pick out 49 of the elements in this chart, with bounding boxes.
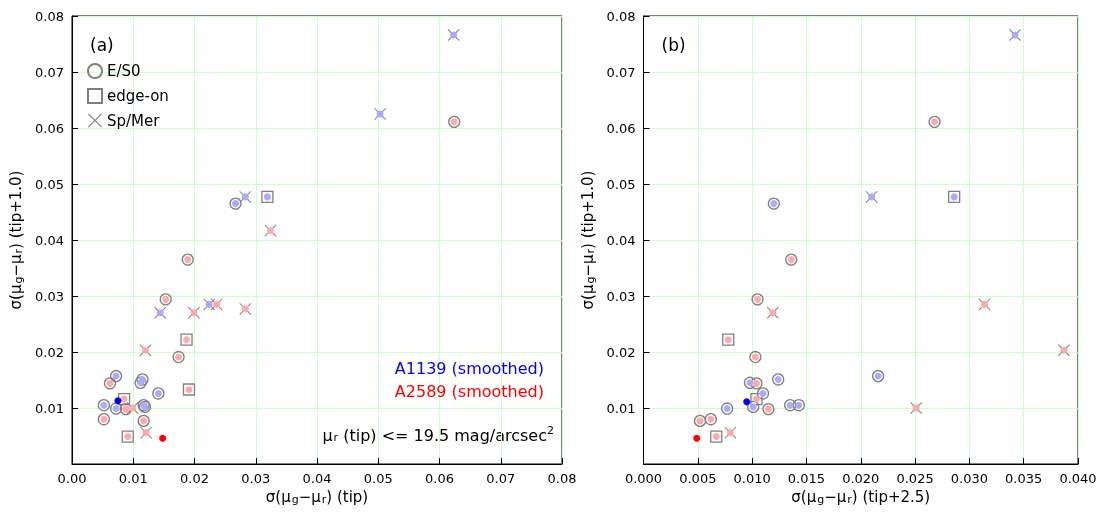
x-tick-label: 0.03 [241,471,271,486]
x-tick-label: 0.07 [486,471,516,486]
annotation: (b) [661,34,686,55]
y-tick-label: 0.01 [35,400,64,416]
x-axis-title: σ(μg−μr) (tip) [265,488,369,507]
x-tick-label: 0.020 [842,471,880,486]
y-tick-label: 0.07 [606,64,636,80]
x-tick-label: 0.05 [363,471,393,486]
y-tick-label: 0.04 [35,232,64,248]
y-axis-title: σ(μg−μr) (tip+1.0) [578,170,597,310]
y-tick-label: 0.01 [606,400,636,416]
x-tick-label: 0.06 [425,471,454,486]
y-tick-label: 0.05 [35,176,64,192]
point [693,434,701,442]
y-tick-label: 0.08 [606,8,636,24]
y-tick-label: 0.02 [606,344,636,360]
y-tick-label: 0.08 [35,8,64,24]
legend-label: Sp/Mer [107,111,161,130]
legend-label: edge-on [107,87,169,105]
y-tick-label: 0.05 [606,176,636,192]
x-tick-label: 0.005 [679,471,717,486]
y-tick-label: 0.03 [35,288,64,304]
x-tick-label: 0.035 [1005,471,1043,486]
x-axis-title: σ(μg−μr) (tip+2.5) [791,488,931,507]
y-tick-label: 0.06 [35,120,64,136]
text: A1139 (smoothed) [394,358,544,378]
text: A2589 (smoothed) [394,381,544,401]
point [159,434,167,442]
x-tick-label: 0.00 [57,471,87,486]
x-tick-label: 0.08 [547,471,577,486]
y-tick-label: 0.07 [35,64,64,80]
x-tick-label: 0.000 [624,471,663,486]
x-tick-label: 0.015 [787,471,826,486]
y-axis-title: σ(μg−μr) (tip+1.0) [7,170,26,310]
y-tick-label: 0.02 [35,344,64,360]
point [743,398,751,406]
y-tick-label: 0.06 [606,120,636,136]
point [114,397,122,405]
y-tick-label: 0.04 [606,232,636,248]
x-tick-label: 0.04 [302,471,332,486]
legend-label: E/S0 [107,62,141,80]
annotation: (a) [90,34,114,55]
x-tick-label: 0.01 [118,471,148,486]
x-tick-label: 0.010 [733,471,771,486]
x-tick-label: 0.025 [896,471,934,486]
x-tick-label: 0.040 [1059,471,1097,486]
x-tick-label: 0.02 [180,471,209,486]
x-tick-label: 0.030 [950,471,988,486]
y-tick-label: 0.03 [606,288,636,304]
